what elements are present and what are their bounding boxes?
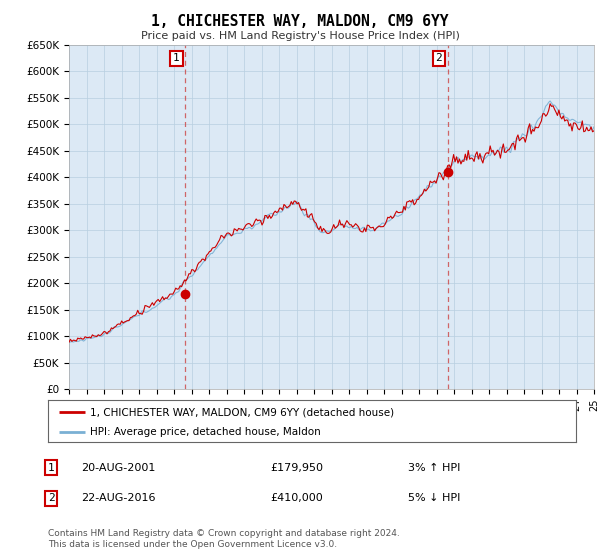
Text: 1, CHICHESTER WAY, MALDON, CM9 6YY: 1, CHICHESTER WAY, MALDON, CM9 6YY [151, 14, 449, 29]
Text: 1: 1 [173, 53, 180, 63]
Text: HPI: Average price, detached house, Maldon: HPI: Average price, detached house, Mald… [90, 427, 321, 437]
Text: 2: 2 [47, 493, 55, 503]
Text: 22-AUG-2016: 22-AUG-2016 [81, 493, 155, 503]
Text: 2: 2 [436, 53, 442, 63]
Text: Price paid vs. HM Land Registry's House Price Index (HPI): Price paid vs. HM Land Registry's House … [140, 31, 460, 41]
Text: 20-AUG-2001: 20-AUG-2001 [81, 463, 155, 473]
Text: £410,000: £410,000 [270, 493, 323, 503]
Text: 3% ↑ HPI: 3% ↑ HPI [408, 463, 460, 473]
Text: £179,950: £179,950 [270, 463, 323, 473]
Text: 1, CHICHESTER WAY, MALDON, CM9 6YY (detached house): 1, CHICHESTER WAY, MALDON, CM9 6YY (deta… [90, 407, 394, 417]
Text: 1: 1 [47, 463, 55, 473]
Text: 5% ↓ HPI: 5% ↓ HPI [408, 493, 460, 503]
Text: Contains HM Land Registry data © Crown copyright and database right 2024.
This d: Contains HM Land Registry data © Crown c… [48, 529, 400, 549]
